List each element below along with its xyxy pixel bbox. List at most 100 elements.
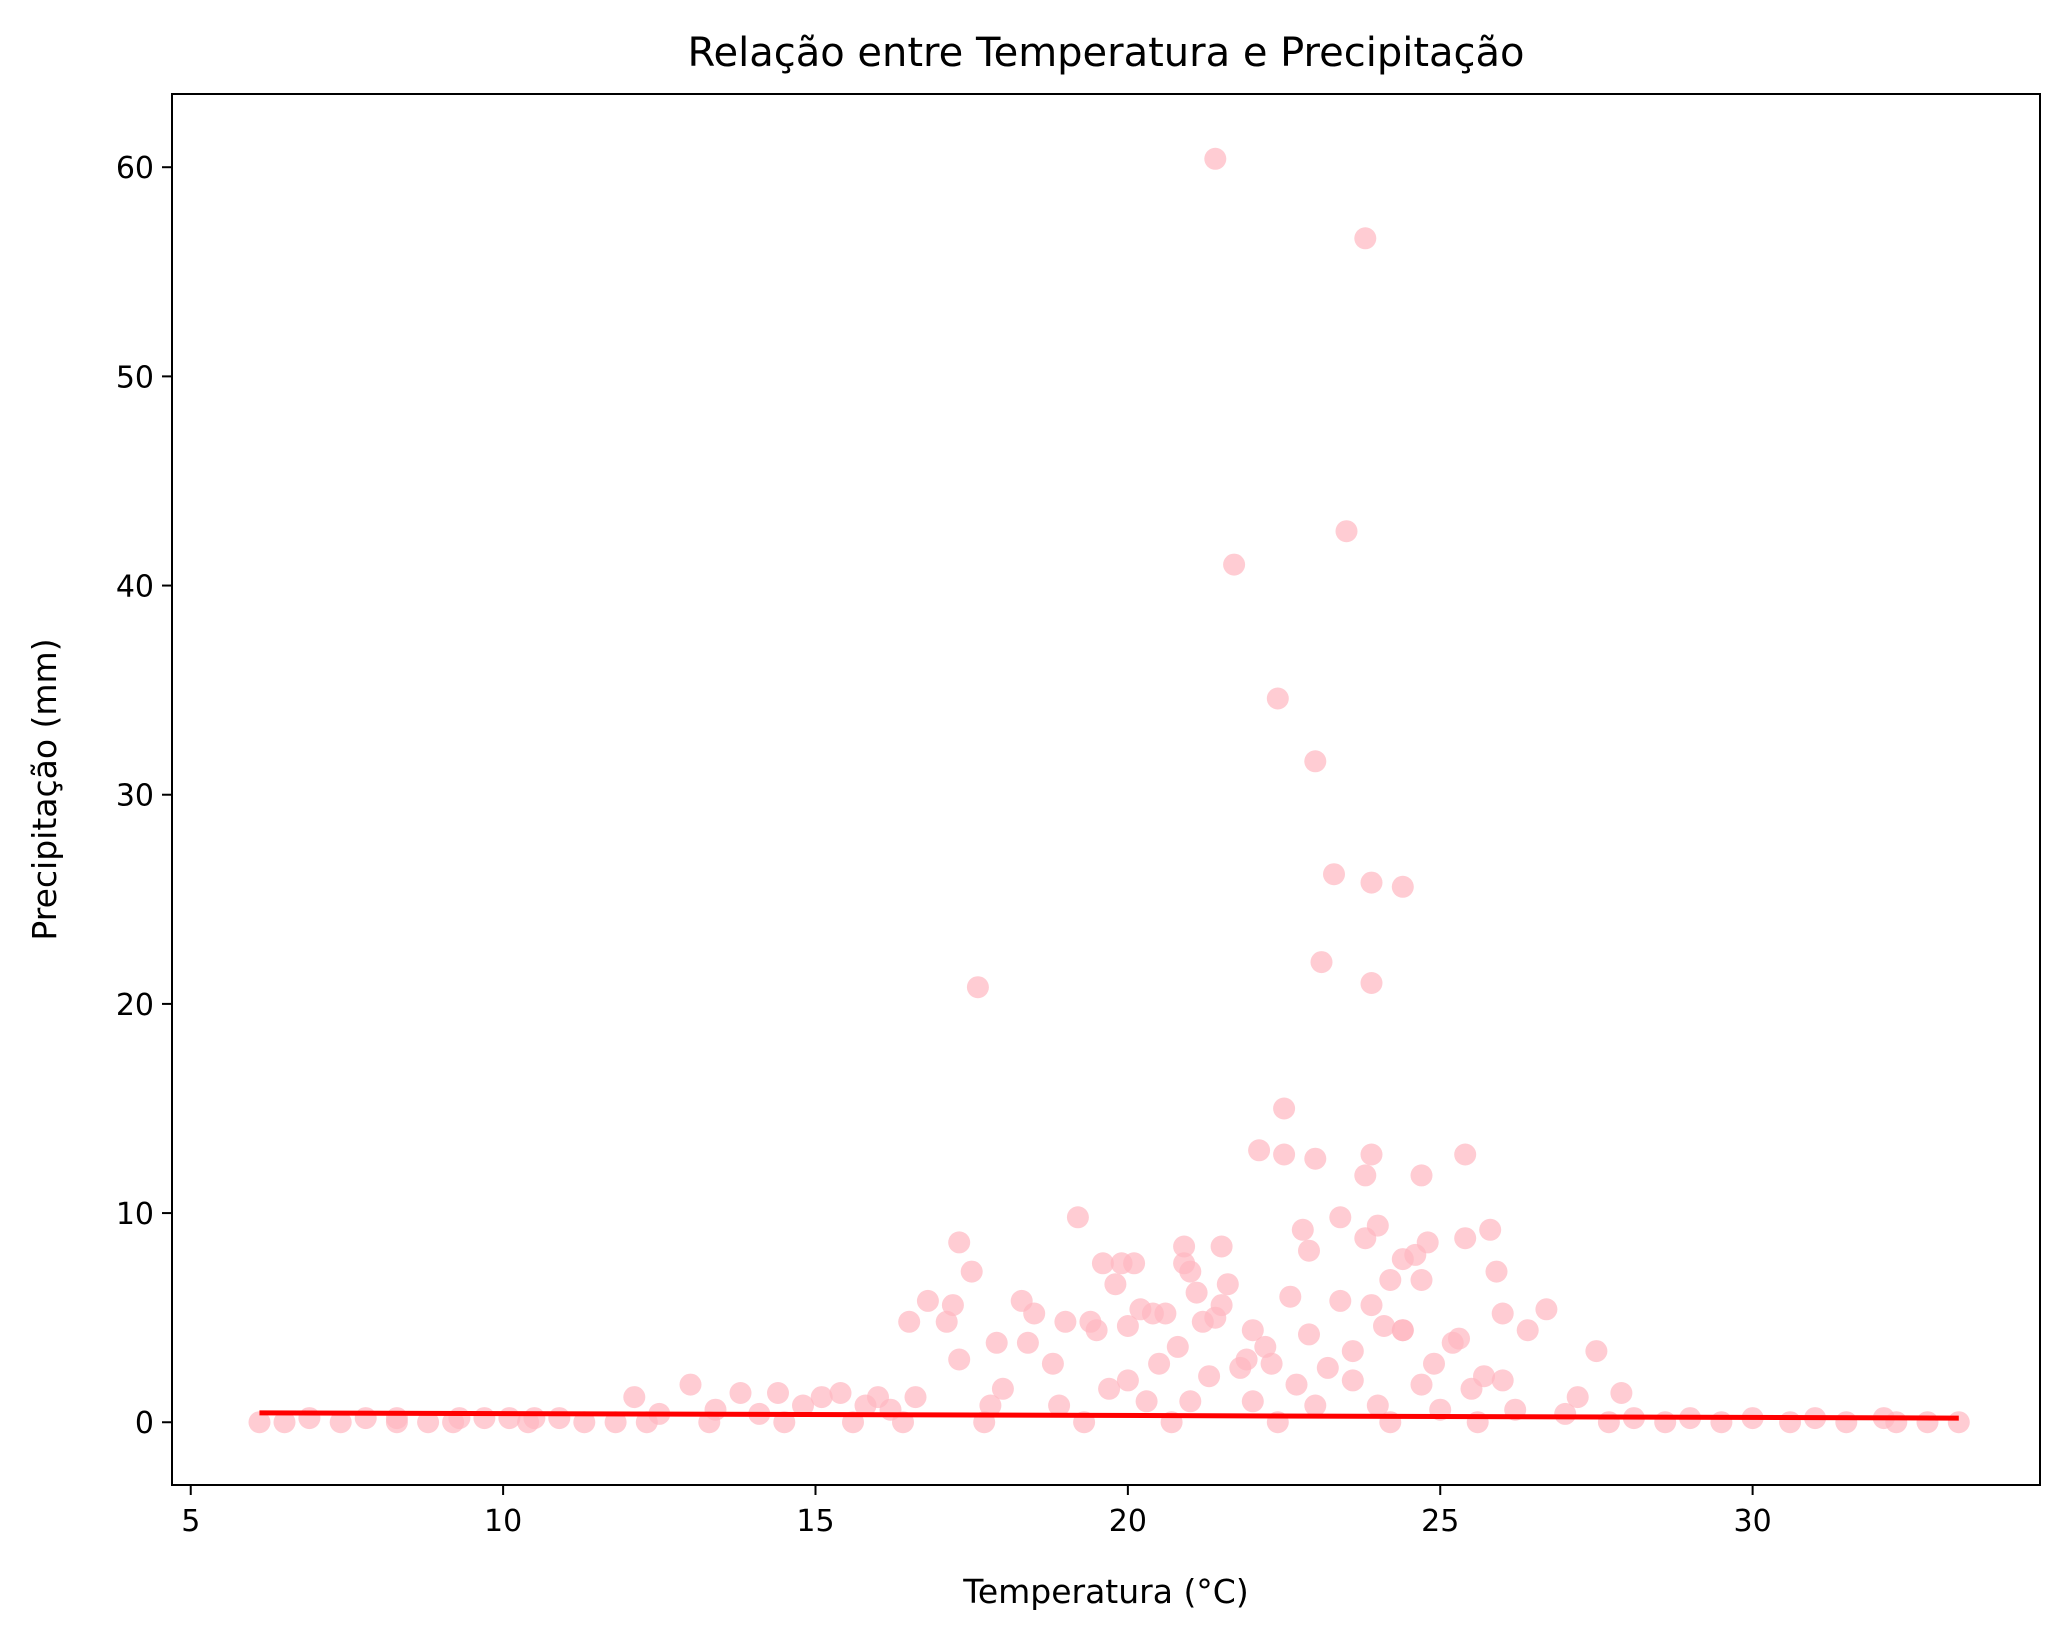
data-point: [273, 1411, 296, 1434]
data-point: [1566, 1386, 1589, 1409]
data-point: [1310, 951, 1333, 974]
data-point: [1129, 1298, 1152, 1321]
y-tick-label: 0: [135, 1406, 154, 1441]
data-point: [941, 1294, 964, 1317]
data-point: [792, 1394, 814, 1417]
data-point: [1554, 1402, 1577, 1425]
data-point: [1304, 1147, 1327, 1170]
data-point: [1198, 1365, 1221, 1388]
data-point: [1460, 1377, 1483, 1400]
data-point: [1835, 1411, 1858, 1434]
data-point: [1379, 1269, 1402, 1291]
data-point: [1454, 1227, 1477, 1250]
data-point: [248, 1411, 271, 1434]
data-point: [1916, 1411, 1939, 1434]
x-tick-label: 10: [484, 1504, 522, 1539]
chart-title: Relação entre Temperatura e Precipitação: [687, 30, 1524, 76]
data-point: [1485, 1260, 1508, 1283]
data-point: [1173, 1235, 1196, 1258]
data-point: [329, 1411, 352, 1434]
data-point: [1323, 863, 1345, 886]
data-point: [498, 1407, 521, 1430]
data-point: [1273, 1097, 1296, 1120]
data-point: [1373, 1315, 1395, 1337]
data-point: [1204, 147, 1227, 170]
data-point: [1654, 1411, 1677, 1434]
data-point: [1354, 227, 1377, 250]
data-point: [1185, 1281, 1208, 1304]
data-point: [1123, 1252, 1146, 1275]
data-point: [1298, 1239, 1320, 1262]
data-point: [417, 1411, 440, 1434]
data-point: [1329, 1206, 1352, 1229]
data-point: [1229, 1356, 1252, 1379]
data-point: [1041, 1352, 1064, 1375]
data-point: [916, 1289, 939, 1312]
data-point: [1391, 875, 1414, 898]
data-point: [948, 1231, 971, 1254]
data-point: [1148, 1352, 1171, 1375]
data-point: [1291, 1218, 1314, 1241]
data-point: [810, 1386, 833, 1409]
data-point: [1360, 972, 1383, 994]
data-point: [1098, 1377, 1121, 1400]
trend-layer: [259, 1410, 1959, 1421]
data-point: [966, 976, 989, 999]
data-point: [1410, 1269, 1433, 1291]
data-point: [1410, 1373, 1433, 1396]
data-point: [1241, 1319, 1264, 1342]
data-point: [1048, 1394, 1071, 1417]
data-point: [1091, 1252, 1114, 1275]
data-point: [1454, 1143, 1477, 1166]
data-point: [1410, 1164, 1433, 1187]
data-point: [1116, 1315, 1139, 1337]
data-point: [1610, 1382, 1633, 1404]
points-layer: [248, 147, 1970, 1434]
x-tick-label: 30: [1734, 1504, 1772, 1539]
data-point: [1354, 1164, 1377, 1187]
data-point: [1341, 1369, 1364, 1392]
data-point: [960, 1260, 983, 1283]
data-point: [1516, 1319, 1539, 1342]
data-point: [623, 1386, 646, 1409]
data-point: [935, 1310, 958, 1333]
data-point: [548, 1407, 571, 1430]
data-point: [1285, 1373, 1308, 1396]
data-point: [1054, 1310, 1077, 1333]
data-point: [1135, 1390, 1158, 1413]
data-point: [1116, 1369, 1139, 1392]
data-point: [1329, 1289, 1352, 1312]
x-axis: 5 10 15 20 25 30: [181, 1485, 1772, 1539]
data-point: [1223, 553, 1246, 576]
data-point: [298, 1407, 321, 1430]
data-point: [904, 1386, 927, 1409]
data-point: [1104, 1273, 1127, 1296]
data-point: [1266, 687, 1289, 710]
data-point: [1335, 520, 1358, 543]
data-point: [898, 1310, 921, 1333]
data-point: [729, 1382, 752, 1404]
data-point: [473, 1407, 496, 1430]
y-axis: 0 10 20 30 40 50 60: [116, 151, 172, 1441]
y-axis-label: Precipitação (mm): [25, 638, 64, 940]
data-point: [1179, 1390, 1202, 1413]
data-point: [1535, 1298, 1558, 1321]
data-point: [1304, 750, 1327, 773]
data-point: [1491, 1302, 1514, 1325]
data-point: [1391, 1319, 1414, 1342]
x-tick-label: 15: [796, 1504, 834, 1539]
data-point: [1360, 871, 1383, 894]
y-tick-label: 60: [116, 151, 154, 186]
data-point: [991, 1377, 1014, 1400]
data-point: [1085, 1319, 1108, 1342]
data-point: [354, 1407, 377, 1430]
data-point: [1204, 1306, 1227, 1329]
data-point: [442, 1411, 465, 1434]
data-point: [604, 1411, 627, 1434]
data-point: [1016, 1331, 1039, 1354]
data-point: [1241, 1390, 1264, 1413]
y-tick-label: 20: [116, 988, 154, 1023]
data-point: [979, 1394, 1002, 1417]
data-point: [1279, 1285, 1302, 1308]
